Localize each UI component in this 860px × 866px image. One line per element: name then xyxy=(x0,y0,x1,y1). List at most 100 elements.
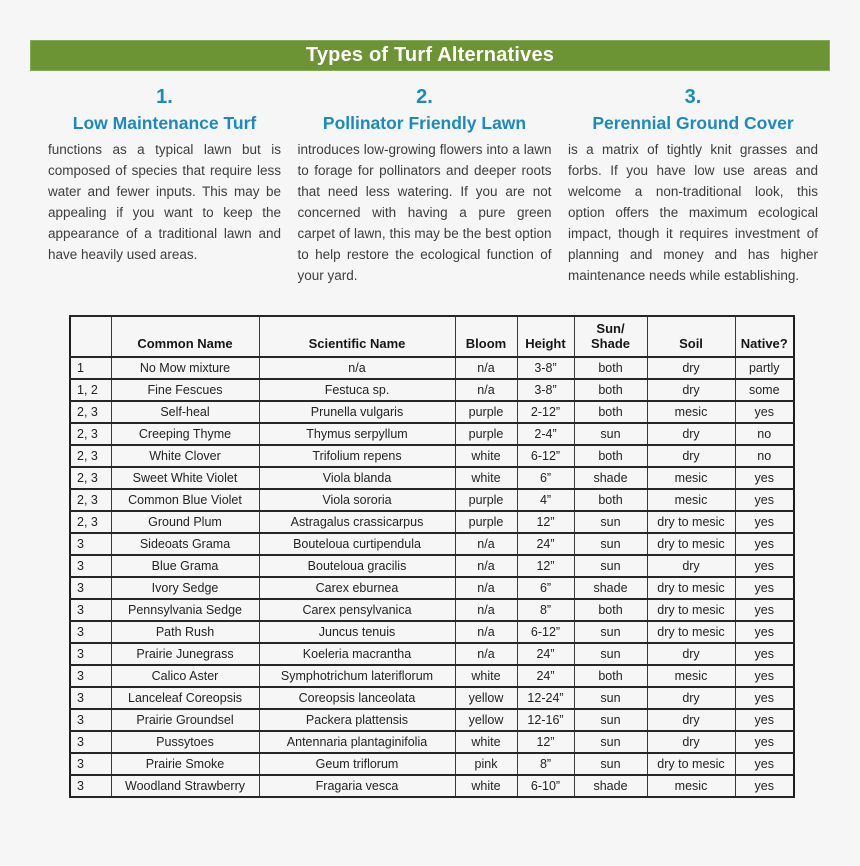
table-cell: Viola blanda xyxy=(258,466,456,490)
section-perennial-ground-cover: 3. Perennial Ground Cover is a matrix of… xyxy=(568,84,818,286)
table-cell: sun xyxy=(573,686,648,710)
table-row: 3 Lanceleaf Coreopsis Coreopsis lanceolata… xyxy=(69,686,795,710)
table-header-row: Common Name Scientific Name Bloom Height Sun… xyxy=(69,315,795,358)
table-cell: yes xyxy=(734,620,795,644)
column-header: Soil xyxy=(646,315,736,358)
table-cell: Festuca sp. xyxy=(258,378,456,402)
table-cell: yes xyxy=(734,400,795,424)
table-cell: sun xyxy=(573,708,648,732)
table-cell: white xyxy=(454,730,518,754)
table-cell: n/a xyxy=(454,532,518,556)
table-cell: mesic xyxy=(646,774,736,798)
table-row: 3 Ivory Sedge Carex eburnea n/a 6” shade dry t… xyxy=(69,576,795,600)
table-cell: Prairie Junegrass xyxy=(110,642,260,666)
table-cell: n/a xyxy=(454,356,518,380)
column-header: Scientific Name xyxy=(258,315,456,358)
section-description: is a matrix of tightly knit grasses and … xyxy=(568,142,818,283)
type-number-cell: 2, 3 xyxy=(69,466,112,490)
table-row: 2, 3 White Clover Trifolium repens white 6-1… xyxy=(69,444,795,468)
table-cell: yellow xyxy=(454,686,518,710)
table-cell: mesic xyxy=(646,400,736,424)
table-cell: 12” xyxy=(516,510,575,534)
table-cell: dry to mesic xyxy=(646,620,736,644)
table-cell: white xyxy=(454,466,518,490)
table-cell: 3-8” xyxy=(516,378,575,402)
type-number-cell: 3 xyxy=(69,730,112,754)
table-cell: no xyxy=(734,444,795,468)
table-cell: yes xyxy=(734,598,795,622)
table-cell: n/a xyxy=(454,576,518,600)
table-cell: Coreopsis lanceolata xyxy=(258,686,456,710)
table-cell: Bouteloua gracilis xyxy=(258,554,456,578)
type-number-cell: 2, 3 xyxy=(69,422,112,446)
table-cell: Ground Plum xyxy=(110,510,260,534)
table-cell: some xyxy=(734,378,795,402)
table-cell: Symphotrichum lateriflorum xyxy=(258,664,456,688)
table-row: 3 Woodland Strawberry Fragaria vesca white 6… xyxy=(69,774,795,798)
section-title: Pollinator Friendly Lawn xyxy=(322,113,527,133)
table-cell: dry xyxy=(646,378,736,402)
table-cell: 4” xyxy=(516,488,575,512)
table-cell: Self-heal xyxy=(110,400,260,424)
table-cell: white xyxy=(454,444,518,468)
section-low-maintenance-turf: 1. Low Maintenance Turf functions as a t… xyxy=(48,84,281,286)
table-cell: n/a xyxy=(454,642,518,666)
table-cell: n/a xyxy=(454,620,518,644)
type-number-cell: 2, 3 xyxy=(69,444,112,468)
table-cell: Packera plattensis xyxy=(258,708,456,732)
table-cell: yes xyxy=(734,730,795,754)
type-number-cell: 2, 3 xyxy=(69,400,112,424)
table-cell: yes xyxy=(734,686,795,710)
table-cell: 8” xyxy=(516,752,575,776)
table-cell: White Clover xyxy=(110,444,260,468)
type-number-cell: 1 xyxy=(69,356,112,380)
table-cell: dry xyxy=(646,708,736,732)
table-cell: 6-10” xyxy=(516,774,575,798)
table-row: 2, 3 Self-heal Prunella vulgaris purple 2-12… xyxy=(69,400,795,424)
table-cell: sun xyxy=(573,620,648,644)
table-cell: both xyxy=(573,488,648,512)
section-description: introduces low-growing flowers into a la… xyxy=(297,142,552,283)
column-header: Common Name xyxy=(110,315,260,358)
table-cell: Juncus tenuis xyxy=(258,620,456,644)
type-number-cell: 3 xyxy=(69,642,112,666)
table-cell: Path Rush xyxy=(110,620,260,644)
table-cell: yes xyxy=(734,576,795,600)
table-cell: 6-12” xyxy=(516,444,575,468)
table-cell: partly xyxy=(734,356,795,380)
table-cell: dry to mesic xyxy=(646,598,736,622)
table-cell: purple xyxy=(454,400,518,424)
column-header xyxy=(69,315,112,358)
table-cell: Calico Aster xyxy=(110,664,260,688)
type-number-cell: 3 xyxy=(69,532,112,556)
title-banner: Types of Turf Alternatives xyxy=(30,40,830,71)
table-cell: Fine Fescues xyxy=(110,378,260,402)
table-cell: n/a xyxy=(454,598,518,622)
table-cell: white xyxy=(454,774,518,798)
table-cell: sun xyxy=(573,752,648,776)
table-row: 3 Prairie Junegrass Koeleria macrantha n/a 2… xyxy=(69,642,795,666)
table-row: 1, 2 Fine Fescues Festuca sp. n/a 3-8” both dr… xyxy=(69,378,795,402)
table-cell: yes xyxy=(734,774,795,798)
table-row: 1 No Mow mixture n/a n/a 3-8” both dry partly xyxy=(69,356,795,380)
table-cell: mesic xyxy=(646,664,736,688)
table-cell: both xyxy=(573,378,648,402)
table-cell: Sweet White Violet xyxy=(110,466,260,490)
section-number: 3. xyxy=(684,86,702,108)
table-cell: both xyxy=(573,400,648,424)
table-row: 3 Blue Grama Bouteloua gracilis n/a 12” sun dr… xyxy=(69,554,795,578)
table-cell: dry xyxy=(646,642,736,666)
table-cell: Carex pensylvanica xyxy=(258,598,456,622)
table-cell: 6” xyxy=(516,466,575,490)
section-number: 2. xyxy=(416,86,433,108)
table-cell: Lanceleaf Coreopsis xyxy=(110,686,260,710)
table-cell: dry to mesic xyxy=(646,576,736,600)
table-cell: 12” xyxy=(516,730,575,754)
table-body: 1 No Mow mixture n/a n/a 3-8” both dry partly 1,… xyxy=(69,356,795,798)
table-cell: both xyxy=(573,598,648,622)
column-header: Native? xyxy=(734,315,795,358)
table-cell: Blue Grama xyxy=(110,554,260,578)
table-cell: 6” xyxy=(516,576,575,600)
table-cell: n/a xyxy=(454,554,518,578)
